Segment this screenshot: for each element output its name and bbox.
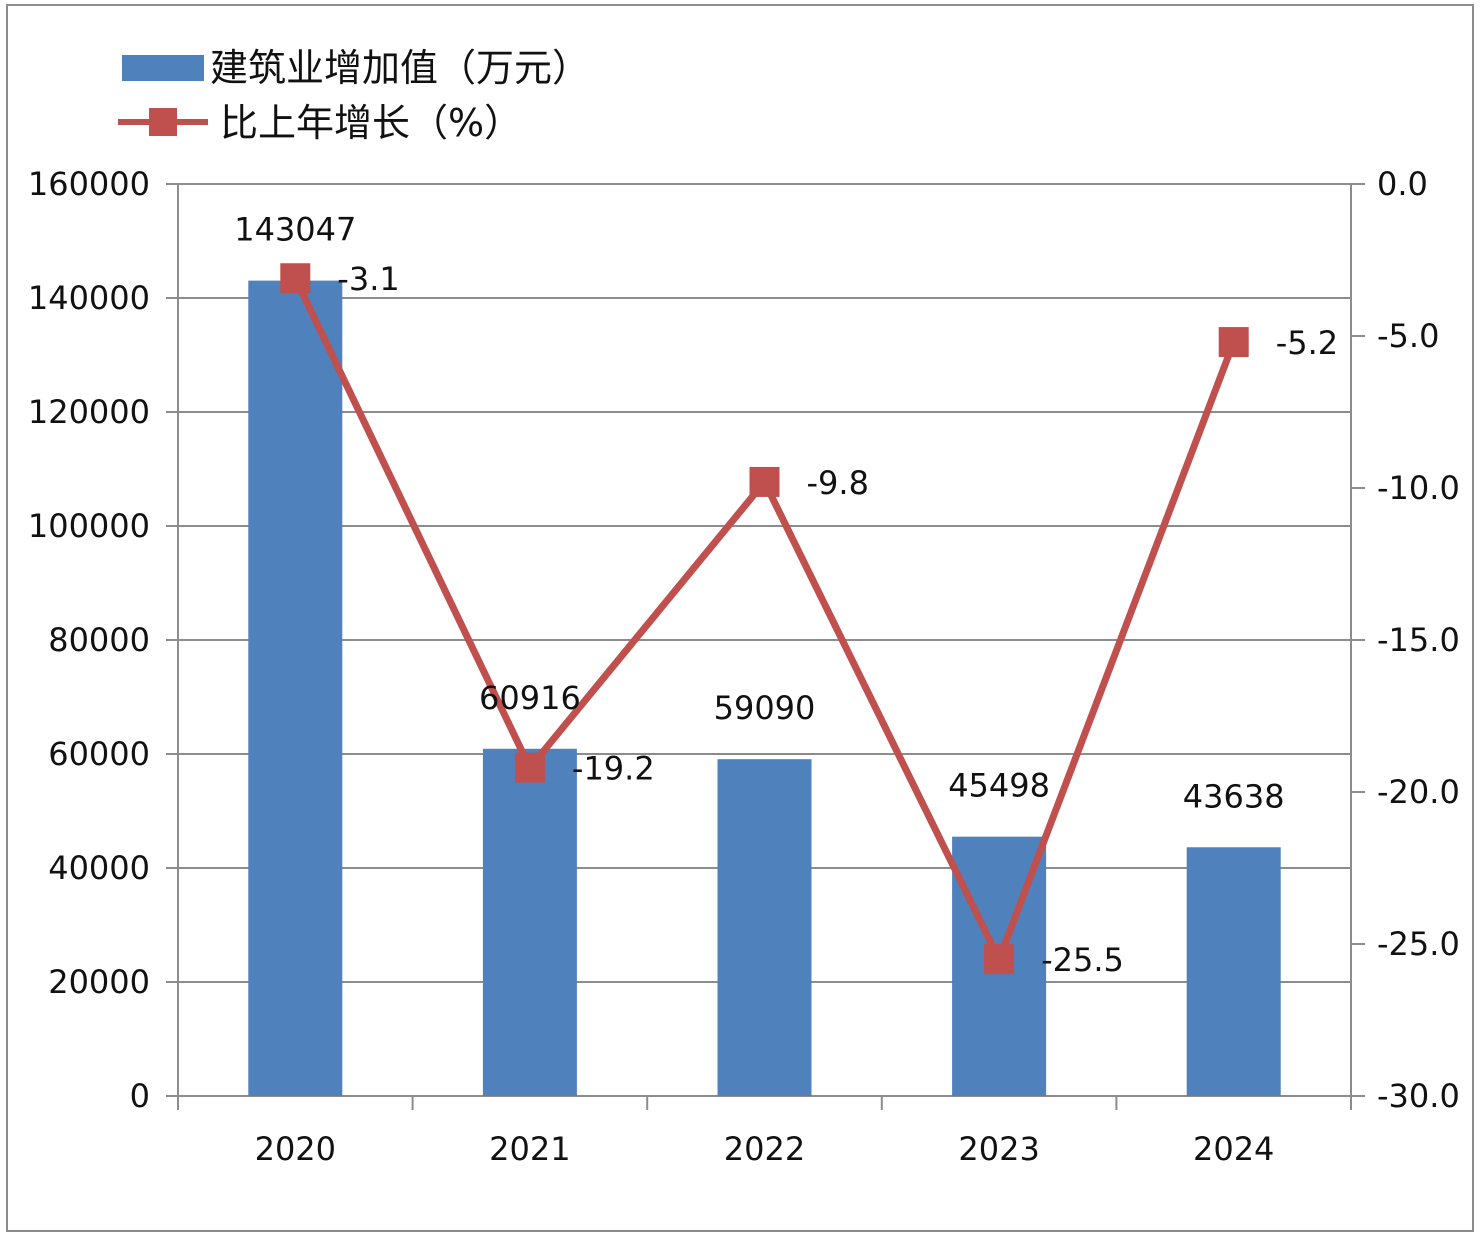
line-data-label: -25.5 [1041, 941, 1124, 979]
x-axis-tick-label: 2020 [255, 1130, 336, 1168]
line-data-label: -5.2 [1276, 324, 1338, 362]
left-axis-tick-label: 60000 [48, 735, 150, 773]
left-axis-tick-label: 140000 [28, 279, 150, 317]
bar [717, 759, 812, 1096]
right-axis-tick-label: -25.0 [1377, 925, 1460, 963]
left-axis-tick-label: 120000 [28, 393, 150, 431]
line-marker [280, 263, 311, 294]
left-axis-tick-label: 40000 [48, 849, 150, 887]
legend-label-bar: 建筑业增加值（万元） [210, 46, 590, 90]
line-series [280, 263, 1249, 975]
line-marker [984, 944, 1015, 975]
x-axis-tick-label: 2021 [489, 1130, 570, 1168]
line-marker [749, 466, 780, 497]
left-axis-tick-label: 100000 [28, 507, 150, 545]
bar [1186, 847, 1281, 1096]
left-axis-tick-label: 20000 [48, 963, 150, 1001]
legend-label-line: 比上年增长（%） [220, 101, 522, 145]
line-marker [514, 752, 545, 783]
legend: 建筑业增加值（万元） 比上年增长（%） [118, 46, 590, 145]
bar [248, 280, 343, 1097]
line-marker [1218, 327, 1249, 358]
right-axis-tick-label: -5.0 [1377, 317, 1439, 355]
data-labels: 143047 60916 59090 45498 43638 -3.1 -19.2 -9.8 -… [234, 211, 1338, 980]
right-axis-tick-label: -15.0 [1377, 621, 1460, 659]
bar-data-label: 43638 [1183, 777, 1285, 815]
legend-swatch-bar [122, 55, 204, 81]
line-data-label: -9.8 [807, 464, 869, 502]
x-axis-tick-label: 2024 [1193, 1130, 1274, 1168]
line-data-label: -3.1 [337, 260, 399, 298]
axes: 0 20000 40000 60000 80000 100000 120000 140000 1… [28, 165, 1460, 1168]
right-axis-tick-label: 0.0 [1377, 165, 1428, 203]
bar-data-label: 60916 [479, 679, 581, 717]
bar-data-label: 143047 [234, 211, 356, 249]
right-axis-tick-label: -30.0 [1377, 1077, 1460, 1115]
bar-data-label: 59090 [714, 689, 816, 727]
x-axis-tick-label: 2023 [958, 1130, 1039, 1168]
legend-swatch-marker [149, 108, 177, 136]
gridlines [178, 183, 1351, 983]
line-data-label: -19.2 [572, 750, 655, 788]
bar-data-label: 45498 [948, 767, 1050, 805]
left-axis-tick-label: 0 [130, 1077, 150, 1115]
right-axis-tick-label: -20.0 [1377, 773, 1460, 811]
left-axis-tick-label: 160000 [28, 165, 150, 203]
right-axis-tick-label: -10.0 [1377, 469, 1460, 507]
x-axis-tick-label: 2022 [724, 1130, 805, 1168]
left-axis-tick-label: 80000 [48, 621, 150, 659]
bar [482, 748, 577, 1096]
